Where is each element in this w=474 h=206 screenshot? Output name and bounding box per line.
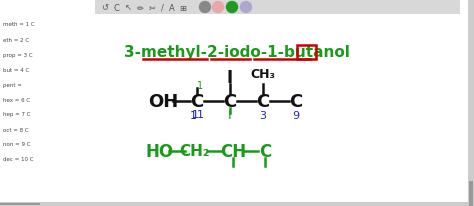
Text: eth = 2 C: eth = 2 C [3,37,29,42]
Text: 1: 1 [197,81,203,91]
Text: I: I [227,69,233,87]
Text: C: C [289,92,302,110]
Text: pent =: pent = [3,82,22,87]
Text: non = 9 C: non = 9 C [3,142,30,147]
Bar [0,203,40,205]
Text: oct = 8 C: oct = 8 C [3,127,28,132]
Text: 3-methyl-2-iodo-1-butanol: 3-methyl-2-iodo-1-butanol [124,45,350,60]
Text: OH: OH [148,92,178,110]
Text: hep = 7 C: hep = 7 C [3,112,30,117]
Bar [468,0,474,206]
Text: C: C [259,142,271,160]
Bar [469,181,473,206]
Text: ⊞: ⊞ [180,4,186,12]
Text: 1: 1 [191,109,199,119]
Circle shape [240,2,252,13]
Bar [95,0,460,15]
Bar [0,202,474,206]
Text: dec = 10 C: dec = 10 C [3,157,34,162]
Text: 1: 1 [190,110,197,121]
Circle shape [200,2,210,13]
Text: /: / [161,4,164,12]
Text: HO: HO [146,142,174,160]
Text: but = 4 C: but = 4 C [3,67,29,72]
Text: ✂: ✂ [148,4,155,12]
Text: CH₃: CH₃ [250,68,275,81]
Text: A: A [169,4,175,12]
Text: hex = 6 C: hex = 6 C [3,97,30,102]
Text: 1: 1 [197,109,203,119]
Text: 3: 3 [259,110,266,121]
Text: C: C [191,92,204,110]
Circle shape [212,2,224,13]
Text: ↖: ↖ [125,4,131,12]
Text: CH: CH [220,142,246,160]
Text: prop = 3 C: prop = 3 C [3,52,33,57]
Text: I: I [228,109,232,122]
Text: CH₂: CH₂ [180,144,210,159]
Text: ✏: ✏ [137,4,144,12]
Circle shape [227,2,237,13]
Text: C: C [223,92,237,110]
Text: ↺: ↺ [101,4,109,12]
Text: meth = 1 C: meth = 1 C [3,22,35,27]
Text: 9: 9 [292,110,300,121]
Text: C: C [113,4,119,12]
Text: C: C [256,92,270,110]
